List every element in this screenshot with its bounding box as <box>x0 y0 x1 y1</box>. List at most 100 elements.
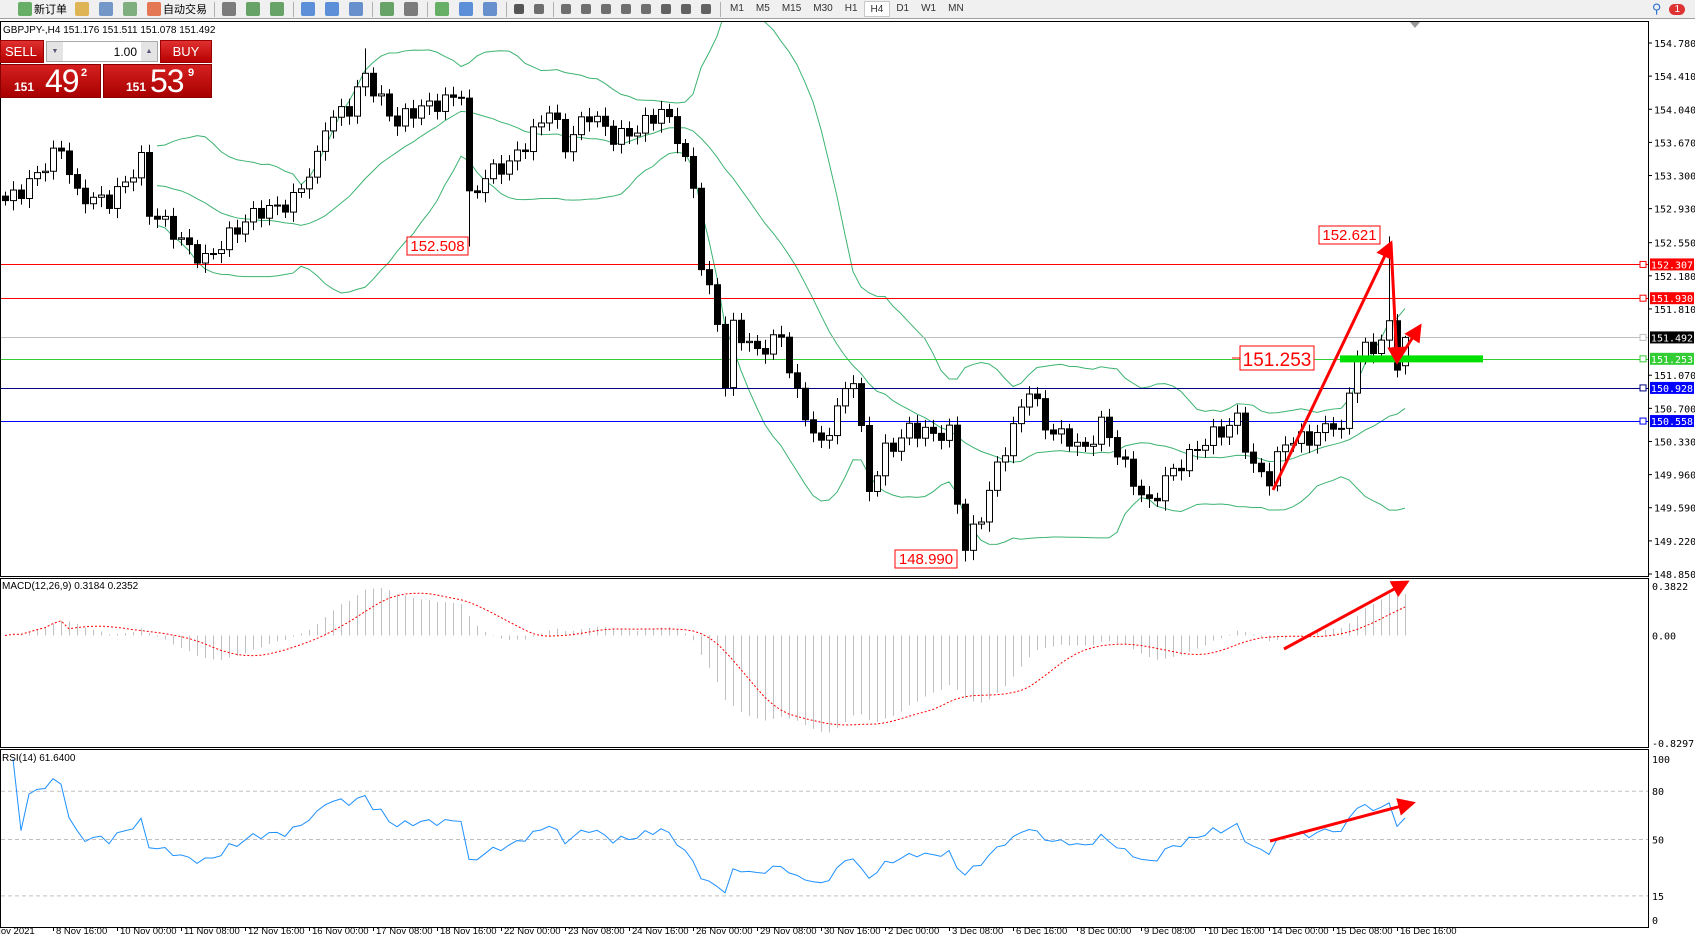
level-price-label: 152.307 <box>1651 260 1693 271</box>
candle <box>338 98 345 126</box>
vertical-line-button[interactable] <box>557 1 577 18</box>
timeframe-m5[interactable]: M5 <box>755 3 770 14</box>
candle-body <box>1146 494 1153 499</box>
toolbar-separator <box>372 1 373 17</box>
chart-shift-button[interactable] <box>400 1 424 18</box>
autoscroll-button[interactable] <box>376 1 400 18</box>
candle <box>306 168 313 199</box>
horizontal-line-button[interactable] <box>577 1 597 18</box>
arrows-button[interactable] <box>697 1 717 18</box>
candle <box>370 67 377 103</box>
candle <box>466 89 473 247</box>
candle <box>130 169 137 192</box>
line-chart-button[interactable] <box>266 1 290 18</box>
candle <box>1034 386 1041 407</box>
candle <box>1138 479 1145 503</box>
timeframe-d1[interactable]: D1 <box>896 3 910 14</box>
candle-body <box>1370 341 1377 355</box>
candle-body <box>90 196 97 205</box>
candle-body <box>578 116 585 136</box>
candle <box>850 375 857 398</box>
text-label-button[interactable] <box>677 1 697 18</box>
new-order-button[interactable]: 新订单 <box>14 1 71 18</box>
sell-button[interactable]: SELL <box>0 40 44 63</box>
candlestick-button[interactable] <box>242 1 266 18</box>
tile-windows-button[interactable] <box>345 1 369 18</box>
timeframe-h4[interactable]: H4 <box>863 1 891 17</box>
text-button[interactable] <box>657 1 677 18</box>
candle <box>866 416 873 502</box>
toolbar-separator <box>553 1 554 17</box>
timeframe-m1[interactable]: M1 <box>730 3 744 14</box>
buy-price-prefix: 151 <box>126 80 147 94</box>
candle-body <box>1282 444 1289 453</box>
candle-body <box>354 86 361 117</box>
candle <box>1218 419 1225 446</box>
rsi-tick-label: 80 <box>1652 787 1664 798</box>
candle <box>66 142 73 184</box>
periods-icon <box>459 2 473 16</box>
time-tick-label: 14 Dec 00:00 <box>1272 926 1329 935</box>
new-order-icon <box>18 2 32 16</box>
time-tick-label: 3 Dec 08:00 <box>952 926 1003 935</box>
candle-body <box>1306 431 1313 446</box>
notifications-button[interactable]: 1 <box>1665 1 1689 18</box>
timeframe-h1[interactable]: H1 <box>844 3 858 14</box>
candle <box>826 427 833 449</box>
trendline-button[interactable] <box>597 1 617 18</box>
timeframe-m15[interactable]: M15 <box>781 3 802 14</box>
timeframe-m30[interactable]: M30 <box>813 3 833 14</box>
fibonacci-icon <box>621 4 631 14</box>
equidistant-channel-button[interactable] <box>637 1 657 18</box>
candle <box>442 87 449 120</box>
timeframe-w1[interactable]: W1 <box>921 3 937 14</box>
timeframe-mn[interactable]: MN <box>948 3 964 14</box>
metaeditor-button[interactable] <box>71 1 95 18</box>
lot-decrease-button[interactable]: ▼ <box>47 42 63 61</box>
buy-price[interactable]: 151 53 9 <box>103 63 212 99</box>
zoom-out-button[interactable] <box>321 1 345 18</box>
lot-size-input[interactable]: 1.00 <box>113 44 137 59</box>
lot-size-stepper[interactable]: ▼ 1.00 ▲ <box>46 41 158 62</box>
candle-body <box>1130 458 1137 487</box>
buy-button[interactable]: BUY <box>160 40 212 63</box>
lot-increase-button[interactable]: ▲ <box>141 42 157 61</box>
candle-body <box>434 100 441 112</box>
crosshair-button[interactable] <box>530 1 550 18</box>
search-button[interactable]: ⚲ <box>1648 1 1666 18</box>
candle-body <box>770 334 777 355</box>
candle <box>1018 399 1025 433</box>
candle <box>1306 424 1313 454</box>
zoom-in-button[interactable] <box>297 1 321 18</box>
candle-body <box>250 207 257 223</box>
bar-chart-button[interactable] <box>218 1 242 18</box>
templates-button[interactable] <box>479 1 503 18</box>
level-handle <box>1639 417 1647 425</box>
candle <box>594 111 601 128</box>
candle-body <box>1090 443 1097 447</box>
periods-button[interactable] <box>455 1 479 18</box>
candle <box>746 333 753 352</box>
candle-body <box>978 521 985 525</box>
fibonacci-button[interactable] <box>617 1 637 18</box>
candle <box>482 169 489 203</box>
candle-body <box>1066 428 1073 447</box>
candle <box>1130 451 1137 496</box>
candle-body <box>706 269 713 286</box>
arrows-icon <box>701 4 711 14</box>
candle-body <box>1346 392 1353 429</box>
candle <box>434 93 441 120</box>
auto-trading-button[interactable]: 自动交易 <box>143 1 211 18</box>
candle <box>882 434 889 486</box>
sell-price[interactable]: 151 49 2 <box>0 63 101 99</box>
market-watch-button[interactable] <box>95 1 119 18</box>
indicators-button[interactable] <box>431 1 455 18</box>
price-tick-label: 150.330 <box>1654 437 1695 448</box>
time-tick-label: 26 Nov 00:00 <box>696 926 753 935</box>
candle-body <box>1226 424 1233 438</box>
candle-body <box>450 94 457 98</box>
rsi-line <box>12 758 1406 894</box>
signals-button[interactable] <box>119 1 143 18</box>
cursor-button[interactable] <box>510 1 530 18</box>
